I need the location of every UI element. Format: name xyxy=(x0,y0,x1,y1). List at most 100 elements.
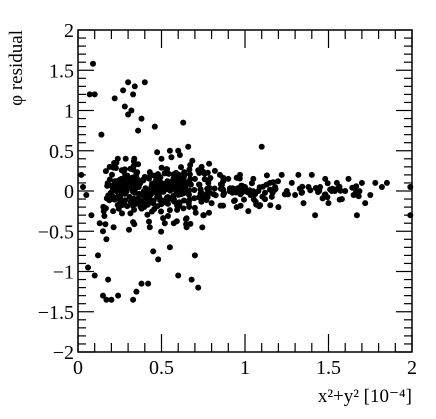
scatter-point xyxy=(138,198,144,205)
scatter-point xyxy=(248,180,255,187)
scatter-point xyxy=(186,171,193,178)
scatter-point xyxy=(130,195,137,202)
scatter-point xyxy=(149,208,155,215)
scatter-point xyxy=(324,194,331,201)
scatter-point xyxy=(191,204,198,211)
scatter-point xyxy=(146,169,153,176)
scatter-point xyxy=(197,190,204,197)
scatter-point xyxy=(102,168,109,175)
y-tick-label: −1.5 xyxy=(38,302,74,324)
scatter-point xyxy=(155,189,162,196)
scatter-point xyxy=(164,186,171,193)
scatter-point xyxy=(146,224,153,231)
scatter-point xyxy=(186,166,193,173)
scatter-point xyxy=(105,276,112,283)
scatter-point xyxy=(231,198,237,204)
scatter-point xyxy=(124,203,131,210)
scatter-point xyxy=(269,189,276,196)
y-tick-label: 1.5 xyxy=(49,60,74,82)
scatter-point xyxy=(178,164,184,171)
scatter-point xyxy=(115,195,122,202)
scatter-point xyxy=(95,252,101,259)
scatter-point xyxy=(211,185,218,192)
scatter-point xyxy=(331,188,338,194)
x-tick-labels: 0 0.5 1 1.5 2 xyxy=(73,357,417,379)
scatter-point xyxy=(372,179,379,186)
scatter-point xyxy=(258,143,265,150)
scatter-point xyxy=(121,103,128,110)
scatter-point xyxy=(172,186,179,193)
scatter-point xyxy=(138,280,145,287)
scatter-point xyxy=(166,147,173,154)
scatter-point xyxy=(105,192,112,199)
scatter-point xyxy=(141,79,148,86)
scatter-point xyxy=(114,155,121,162)
scatter-point xyxy=(288,179,295,186)
scatter-point xyxy=(103,296,110,303)
scatter-point xyxy=(175,272,182,279)
scatter-point xyxy=(275,204,282,211)
scatter-point xyxy=(267,202,274,209)
scatter-point xyxy=(245,208,252,215)
scatter-point xyxy=(281,191,288,198)
scatter-point xyxy=(128,107,135,114)
scatter-point xyxy=(100,292,106,299)
scatter-point xyxy=(151,123,158,130)
y-tick-labels: −2 −1.5 −1 −0.5 0 0.5 1 1.5 2 xyxy=(38,20,74,364)
x-tick-label: 0 xyxy=(73,357,83,379)
scatter-point xyxy=(162,170,169,177)
scatter-point xyxy=(263,181,270,188)
x-tick-label: 2 xyxy=(407,357,417,379)
scatter-point xyxy=(187,220,194,227)
scatter-point xyxy=(201,170,208,177)
scatter-point xyxy=(130,91,137,98)
scatter-point xyxy=(106,176,113,183)
scatter-point xyxy=(358,179,365,186)
scatter-point xyxy=(144,201,151,208)
scatter-point xyxy=(179,186,186,193)
scatter-point xyxy=(210,191,217,198)
y-tick-label: 2 xyxy=(64,20,74,42)
scatter-point xyxy=(102,205,109,212)
y-tick-label: −0.5 xyxy=(38,221,74,243)
scatter-point xyxy=(241,196,247,203)
scatter-point xyxy=(225,175,232,182)
scatter-point xyxy=(211,167,218,174)
scatter-point xyxy=(236,175,243,182)
scatter-point xyxy=(168,154,175,161)
scatter-point xyxy=(86,91,93,98)
scatter-point xyxy=(259,193,266,200)
scatter-point xyxy=(166,180,173,187)
scatter-point xyxy=(153,174,160,181)
scatter-point xyxy=(192,209,199,216)
scatter-point xyxy=(110,164,117,171)
scatter-point xyxy=(275,178,281,185)
scatter-point xyxy=(122,155,129,162)
scatter-point xyxy=(349,184,356,191)
scatter-point xyxy=(191,252,198,259)
scatter-point xyxy=(229,189,236,196)
scatter-point xyxy=(83,192,90,198)
scatter-point xyxy=(158,228,165,235)
scatter-point xyxy=(185,143,192,150)
scatter-point xyxy=(131,174,138,181)
scatter-point xyxy=(176,152,183,158)
scatter-point xyxy=(166,244,173,251)
scatter-point xyxy=(144,195,151,202)
scatter-point xyxy=(140,188,147,195)
scatter-point xyxy=(278,171,285,178)
y-tick-label: 0.5 xyxy=(49,141,74,163)
scatter-point xyxy=(201,176,208,183)
scatter-point xyxy=(191,187,198,193)
scatter-point xyxy=(109,171,115,178)
scatter-point xyxy=(173,218,180,225)
scatter-point xyxy=(130,183,137,190)
scatter-point xyxy=(218,182,225,188)
scatter-point xyxy=(111,95,118,102)
scatter-point xyxy=(221,190,227,197)
scatter-point xyxy=(158,155,165,162)
scatter-point xyxy=(186,187,193,194)
scatter-point xyxy=(227,185,233,192)
scatter-point xyxy=(130,158,137,165)
scatter-point xyxy=(110,208,117,215)
